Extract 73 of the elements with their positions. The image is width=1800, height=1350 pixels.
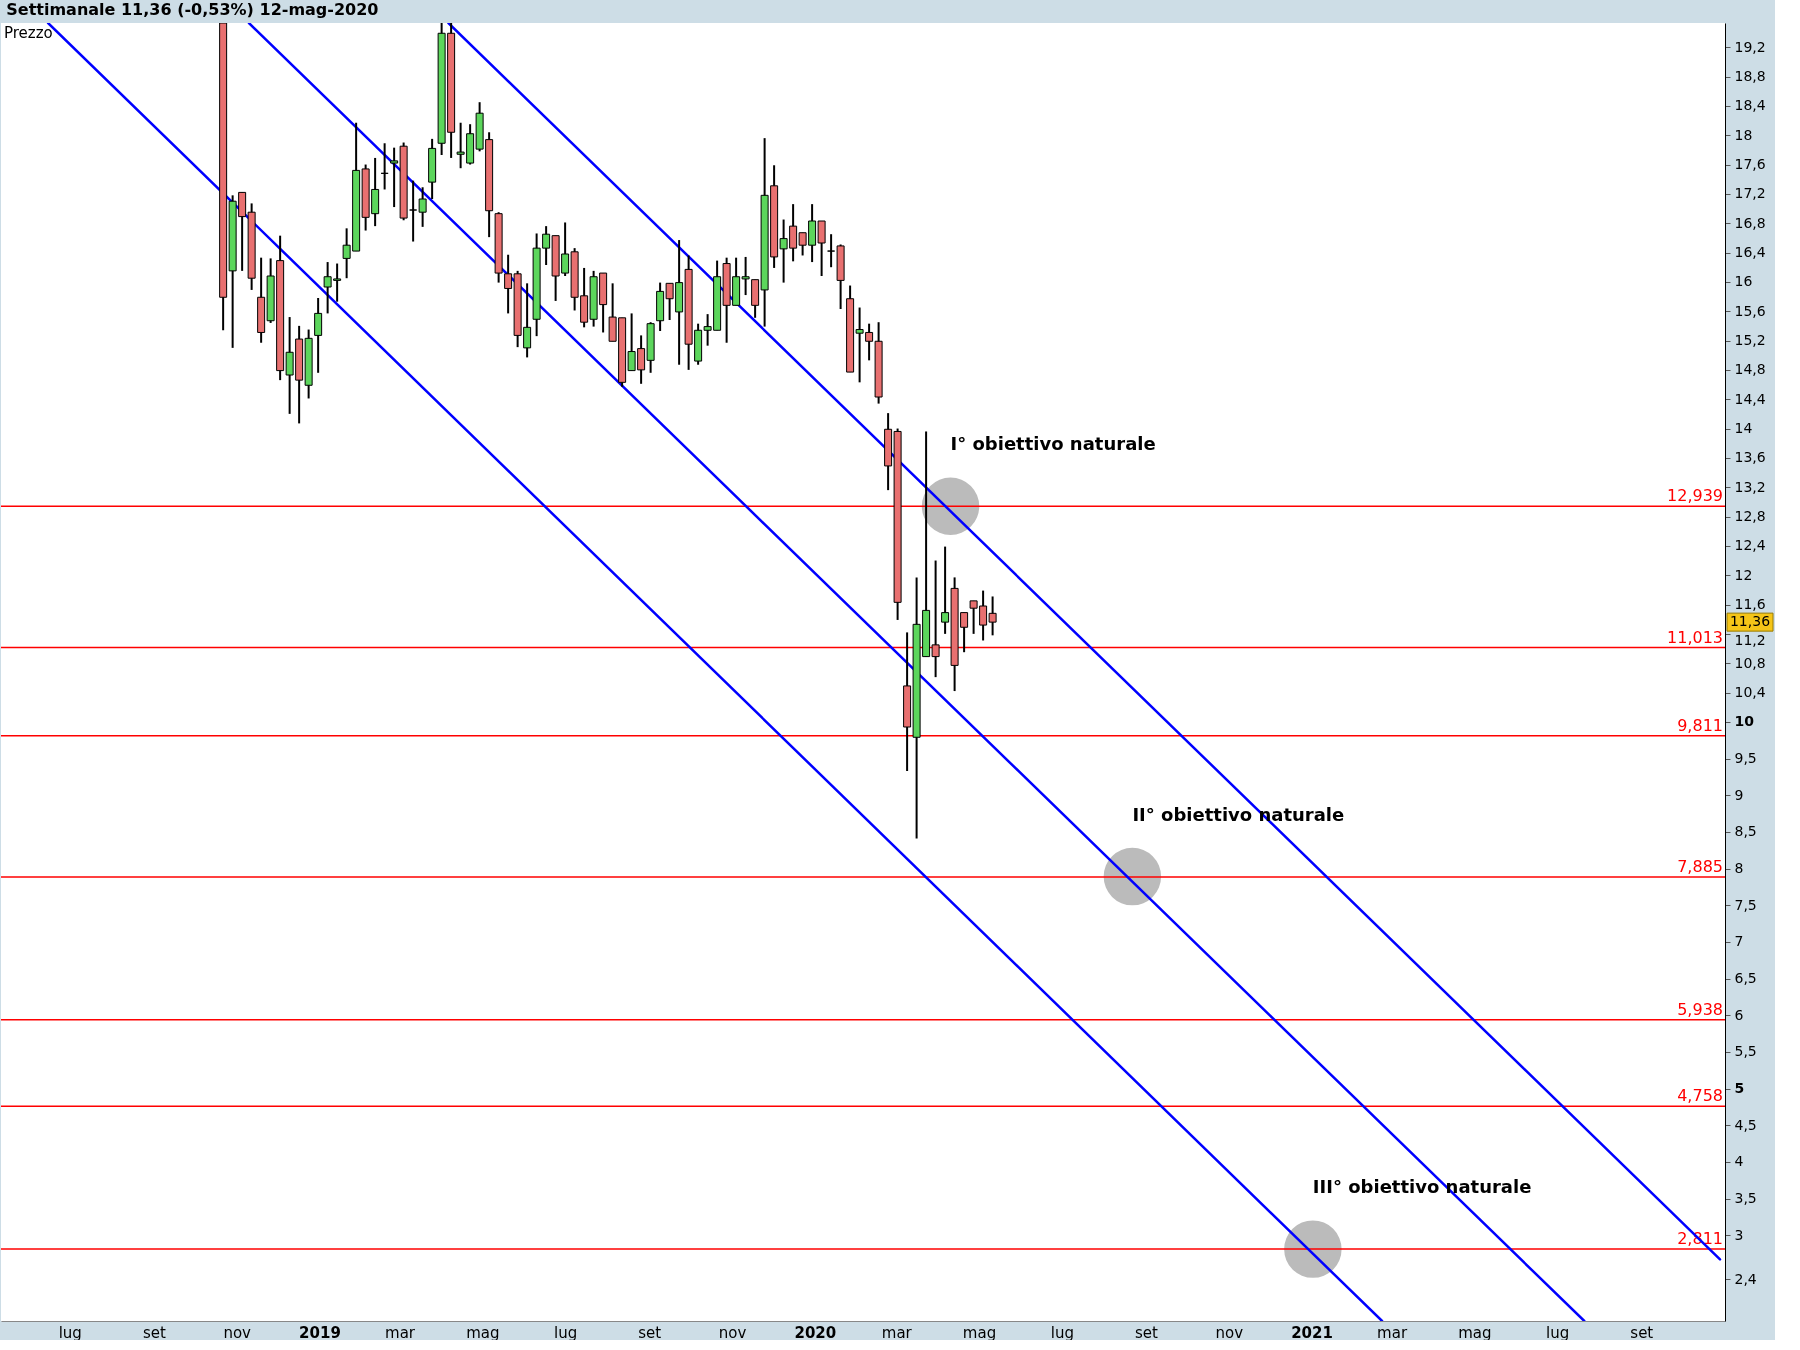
x-tick-label: lug xyxy=(1050,1323,1074,1342)
y-tick-label: 6 xyxy=(1734,1006,1744,1023)
x-tick-label: nov xyxy=(1215,1323,1244,1342)
x-tick-label: lug xyxy=(554,1323,578,1342)
chart-title: Settimanale 11,36 (-0,53%) 12-mag-2020 xyxy=(6,0,379,19)
y-tick-label: 7,5 xyxy=(1734,896,1757,913)
y-tick-label: 10 xyxy=(1734,713,1755,730)
y-tick-label: 6,5 xyxy=(1734,970,1757,987)
y-tick-label: 8 xyxy=(1734,860,1744,877)
y-tick-label: 16 xyxy=(1734,273,1753,290)
ref-line-label: 7,885 xyxy=(1677,856,1723,876)
x-tick-label: set xyxy=(638,1323,662,1342)
y-tick-label: 5,5 xyxy=(1734,1043,1757,1060)
y-tick-label: 12,4 xyxy=(1734,537,1766,554)
y-tick-label: 9 xyxy=(1734,786,1744,803)
x-tick-label: mag xyxy=(1458,1323,1492,1342)
y-tick-label: 10,4 xyxy=(1734,684,1766,701)
y-tick-label: 11,6 xyxy=(1734,595,1766,612)
text: 11,36 xyxy=(1729,613,1771,630)
y-tick-label: 14 xyxy=(1734,420,1753,437)
y-tick-label: 18,8 xyxy=(1734,68,1766,85)
y-tick-label: 19,2 xyxy=(1734,38,1766,55)
ref-line-label: 4,758 xyxy=(1677,1086,1723,1106)
y-tick-label: 14,8 xyxy=(1734,361,1766,378)
x-tick-label: 2019 xyxy=(299,1323,341,1342)
x-tick-label: mar xyxy=(385,1323,416,1342)
annotation: III° obiettivo naturale xyxy=(1312,1176,1532,1198)
x-tick-label: 2020 xyxy=(794,1323,837,1342)
x-tick-label: nov xyxy=(223,1323,252,1342)
ref-line-label: 5,938 xyxy=(1677,999,1723,1019)
x-tick-label: lug xyxy=(58,1323,82,1342)
ref-line-label: 9,811 xyxy=(1677,715,1723,735)
y-tick-label: 8,5 xyxy=(1734,823,1757,840)
annotation: II° obiettivo naturale xyxy=(1132,803,1345,825)
y-tick-label: 17,6 xyxy=(1734,156,1766,173)
y-tick-label: 13,6 xyxy=(1734,449,1766,466)
point xyxy=(1103,847,1162,906)
y-tick-label: 12 xyxy=(1734,566,1753,583)
y-tick-label: 16,8 xyxy=(1734,214,1766,231)
y-tick-label: 3,5 xyxy=(1734,1190,1757,1207)
annotation: Prezzo xyxy=(4,24,53,42)
annotation: I° obiettivo naturale xyxy=(950,433,1156,455)
y-tick-label: 18,4 xyxy=(1734,97,1766,114)
x-tick-label: mar xyxy=(1377,1323,1408,1342)
y-tick-label: 14,4 xyxy=(1734,390,1766,407)
y-tick-label: 3 xyxy=(1734,1226,1744,1243)
y-tick-label: 17,2 xyxy=(1734,185,1766,202)
x-tick-label: mar xyxy=(881,1323,913,1342)
y-tick-label: 15,2 xyxy=(1734,332,1766,349)
y-tick-label: 5 xyxy=(1734,1080,1745,1097)
ref-line-label: 11,013 xyxy=(1667,627,1723,647)
x-tick-label: mag xyxy=(466,1323,500,1342)
y-tick-label: 4 xyxy=(1734,1153,1744,1170)
x-tick-label: nov xyxy=(718,1323,747,1342)
x-tick-label: lug xyxy=(1546,1323,1570,1342)
y-tick-label: 16,4 xyxy=(1734,244,1766,261)
y-tick-label: 13,2 xyxy=(1734,478,1766,495)
y-tick-label: 12,8 xyxy=(1734,508,1766,525)
y-tick-label: 10,8 xyxy=(1734,654,1766,671)
y-tick-label: 7 xyxy=(1734,933,1744,950)
x-tick-label: mag xyxy=(962,1323,997,1342)
y-tick-label: 18 xyxy=(1734,126,1753,143)
y-tick-label: 11,2 xyxy=(1734,631,1766,648)
y-tick-label: 9,5 xyxy=(1734,750,1757,767)
candlestick xyxy=(314,297,323,374)
ref-line-label: 12,939 xyxy=(1667,486,1723,506)
y-tick-label: 15,6 xyxy=(1734,302,1766,319)
x-tick-label: set xyxy=(1630,1323,1654,1342)
x-tick-label: set xyxy=(1134,1323,1159,1342)
x-tick-label: set xyxy=(142,1323,166,1342)
x-tick-label: 2021 xyxy=(1291,1323,1333,1342)
y-tick-label: 4,5 xyxy=(1734,1116,1757,1133)
y-tick-label: 2,4 xyxy=(1734,1270,1757,1287)
